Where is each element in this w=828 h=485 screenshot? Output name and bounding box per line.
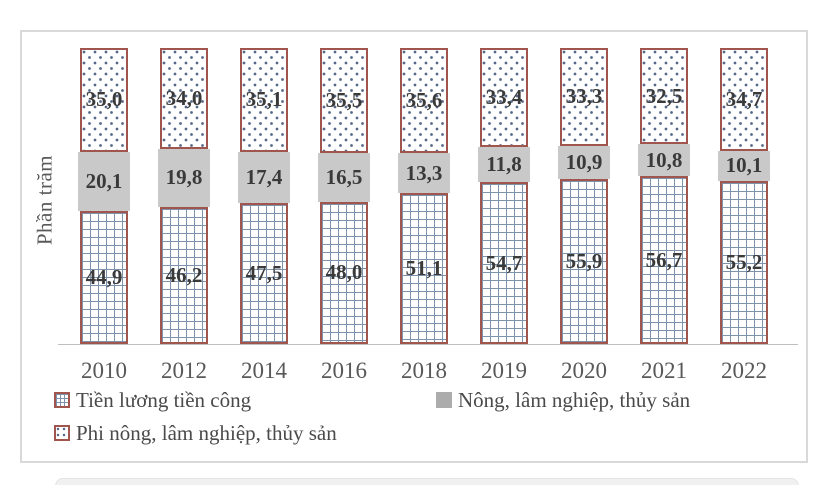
bar-2020: 55,9 10,9 33,3 <box>558 47 610 344</box>
value-label: 17,4 <box>245 165 283 190</box>
value-label: 33,4 <box>485 85 523 110</box>
segment-solid-2016: 16,5 <box>318 153 370 202</box>
segment-solid-2018: 13,3 <box>398 153 450 193</box>
value-label: 35,6 <box>405 88 443 113</box>
legend-label: Nông, lâm nghiệp, thủy sản <box>458 387 691 412</box>
segment-grid-2012: 46,2 <box>160 207 208 344</box>
segment-dots-2016: 35,5 <box>320 48 368 154</box>
segment-grid-2016: 48,0 <box>320 201 368 344</box>
x-tick-label-2014: 2014 <box>241 358 287 383</box>
value-label: 34,0 <box>165 85 203 110</box>
segment-grid-2010: 44,9 <box>80 211 128 344</box>
segment-solid-2012: 19,8 <box>158 148 210 208</box>
value-label: 10,9 <box>565 149 603 174</box>
x-tick-label-2020: 2020 <box>561 358 607 383</box>
segment-solid-2020: 10,9 <box>558 146 610 179</box>
segment-solid-2019: 11,8 <box>478 147 530 183</box>
segment-dots-2010: 35,0 <box>80 48 128 152</box>
segment-dots-2014: 35,1 <box>240 48 288 152</box>
legend-label: Phi nông, lâm nghiệp, thủy sản <box>76 420 337 445</box>
dots-pattern-swatch-icon <box>54 425 70 441</box>
segment-solid-2021: 10,8 <box>638 144 690 177</box>
bar-2021: 56,7 10,8 32,5 <box>638 48 690 344</box>
legend-item-phi-nong: Phi nông, lâm nghiệp, thủy sản <box>54 421 337 445</box>
bar-2022: 55,2 10,1 34,7 <box>718 48 770 344</box>
bar-2012: 46,2 19,8 34,0 <box>158 48 210 344</box>
value-label: 32,5 <box>645 83 683 108</box>
y-axis-title: Phần trăm <box>32 154 57 246</box>
value-label: 20,1 <box>85 168 123 193</box>
legend-label: Tiền lương tiền công <box>76 387 252 412</box>
gray-swatch-icon <box>436 392 452 408</box>
segment-solid-2014: 17,4 <box>238 151 290 204</box>
value-label: 13,3 <box>405 160 443 185</box>
x-tick-label-2022: 2022 <box>721 358 767 383</box>
segment-dots-2021: 32,5 <box>640 48 688 145</box>
value-label: 35,5 <box>325 88 363 113</box>
value-label: 16,5 <box>325 165 363 189</box>
bar-2010: 44,9 20,1 35,0 <box>78 48 130 344</box>
value-label: 35,1 <box>245 87 283 112</box>
segment-solid-2022: 10,1 <box>718 150 770 181</box>
value-label: 10,1 <box>725 153 763 178</box>
segment-grid-2014: 47,5 <box>240 203 288 344</box>
value-label: 11,8 <box>486 152 522 177</box>
value-label: 33,3 <box>565 84 603 109</box>
x-tick-label-2010: 2010 <box>81 358 127 383</box>
value-label: 10,8 <box>645 147 683 172</box>
segment-dots-2022: 34,7 <box>720 48 768 151</box>
legend-item-nong-lam: Nông, lâm nghiệp, thủy sản <box>436 388 690 412</box>
bar-2018: 51,1 13,3 35,6 <box>398 47 450 344</box>
segment-dots-2018: 35,6 <box>400 47 448 154</box>
value-label: 48,0 <box>325 260 363 285</box>
value-label: 55,2 <box>725 249 763 274</box>
value-label: 19,8 <box>165 165 203 190</box>
x-tick-label-2012: 2012 <box>161 358 207 383</box>
x-tick-label-2019: 2019 <box>481 358 527 383</box>
bar-2016: 48,0 16,5 35,5 <box>318 48 370 344</box>
segment-grid-2022: 55,2 <box>720 180 768 344</box>
value-label: 35,0 <box>85 87 123 112</box>
value-label: 46,2 <box>165 263 203 288</box>
legend-item-tien-luong: Tiền lương tiền công <box>54 388 251 412</box>
x-tick-label-2016: 2016 <box>321 358 367 383</box>
segment-grid-2020: 55,9 <box>560 178 608 344</box>
next-card-top-edge <box>55 478 799 485</box>
bar-2019: 54,7 11,8 33,4 <box>478 48 530 344</box>
value-label: 34,7 <box>725 86 763 111</box>
segment-grid-2018: 51,1 <box>400 192 448 344</box>
segment-grid-2021: 56,7 <box>640 176 688 344</box>
value-label: 54,7 <box>485 250 523 275</box>
segment-grid-2019: 54,7 <box>480 182 528 344</box>
x-axis-line <box>58 344 798 345</box>
value-label: 55,9 <box>565 248 603 273</box>
x-tick-label-2021: 2021 <box>641 358 687 383</box>
grid-pattern-swatch-icon <box>54 392 70 408</box>
segment-dots-2020: 33,3 <box>560 47 608 147</box>
value-label: 44,9 <box>85 265 123 290</box>
value-label: 47,5 <box>245 261 283 286</box>
segment-dots-2012: 34,0 <box>160 48 208 149</box>
value-label: 51,1 <box>405 255 443 280</box>
segment-dots-2019: 33,4 <box>480 48 528 148</box>
value-label: 56,7 <box>645 247 683 272</box>
x-tick-label-2018: 2018 <box>401 358 447 383</box>
bar-2014: 47,5 17,4 35,1 <box>238 48 290 344</box>
segment-solid-2010: 20,1 <box>78 151 130 212</box>
